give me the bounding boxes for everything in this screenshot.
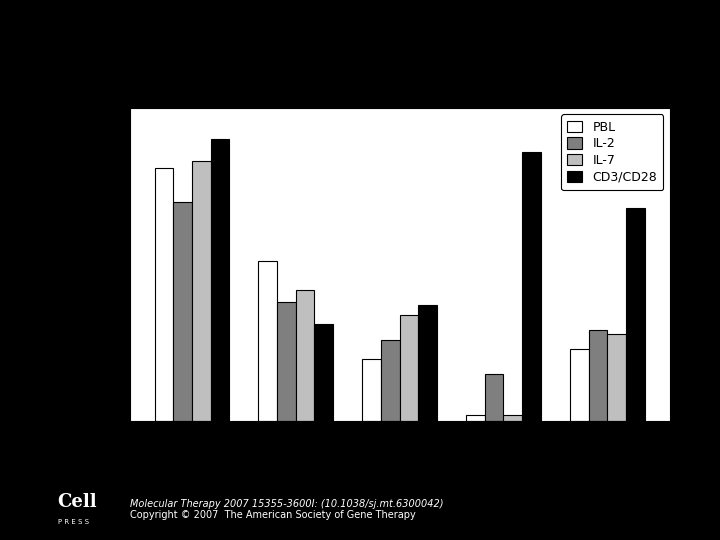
Text: Figure 4: Figure 4 [329, 63, 391, 78]
Bar [588, 330, 607, 421]
Bar [400, 315, 418, 421]
Bar [362, 359, 381, 421]
Bar [155, 167, 174, 421]
Bar [210, 139, 229, 421]
Bar [466, 415, 485, 421]
Bar [522, 152, 541, 421]
Bar [174, 202, 192, 421]
Bar [503, 415, 522, 421]
Bar [277, 302, 296, 421]
Bar [626, 208, 644, 421]
Bar [258, 261, 277, 421]
Text: Molecular Therapy 2007 15355-3600I: (10.1038/sj.mt.6300042): Molecular Therapy 2007 15355-3600I: (10.… [130, 498, 443, 509]
Bar [485, 374, 503, 421]
Text: Cell: Cell [58, 492, 97, 510]
Legend: PBL, IL-2, IL-7, CD3/CD28: PBL, IL-2, IL-7, CD3/CD28 [561, 114, 663, 190]
Bar [607, 334, 626, 421]
Y-axis label: % Cells: % Cells [77, 239, 91, 290]
Text: Copyright © 2007  The American Society of Gene Therapy: Copyright © 2007 The American Society of… [130, 510, 415, 521]
Text: P R E S S: P R E S S [58, 519, 89, 525]
Bar [418, 305, 437, 421]
Bar [315, 324, 333, 421]
Bar [381, 340, 400, 421]
Bar [570, 349, 589, 421]
Bar [192, 161, 210, 421]
Bar [296, 289, 315, 421]
